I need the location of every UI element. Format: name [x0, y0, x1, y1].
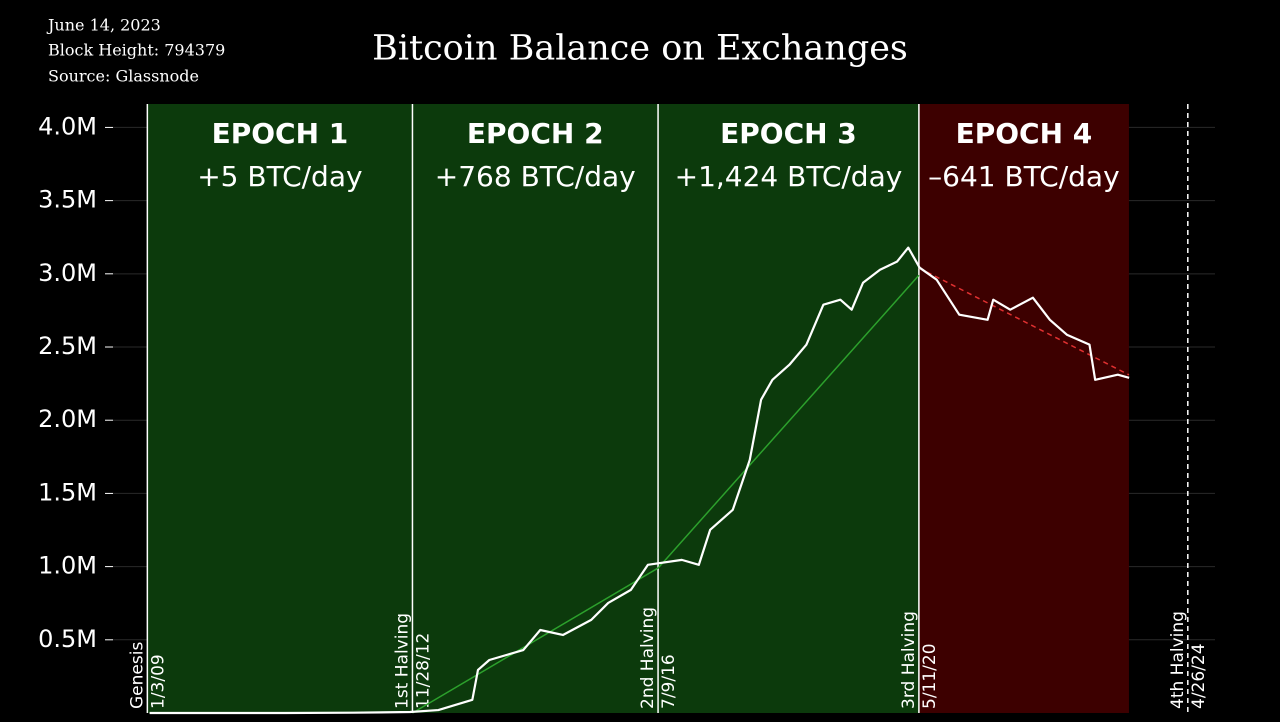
epoch-band [412, 104, 659, 713]
epoch-rate: +1,424 BTC/day [675, 160, 903, 193]
trend-line [412, 274, 920, 714]
event-date: 11/28/12 [413, 633, 433, 709]
y-tick-label: 0.5M [38, 625, 97, 653]
chart-title: Bitcoin Balance on Exchanges [372, 29, 908, 69]
note: June 14, 2023 [46, 16, 161, 35]
balance-line [149, 246, 1130, 715]
epoch-band [147, 104, 413, 713]
y-tick-label: 3.5M [38, 186, 97, 214]
y-tick-label: 2.0M [38, 405, 97, 433]
epoch-label: EPOCH 1 [212, 117, 349, 150]
note: Block Height: 794379 [48, 41, 225, 60]
y-tick-label: 2.5M [38, 332, 97, 360]
note: Source: Glassnode [48, 67, 199, 86]
y-tick-label: 4.0M [38, 112, 97, 140]
epoch-label: EPOCH 2 [467, 117, 604, 150]
event-name: 3rd Halving [899, 611, 919, 709]
event-name: 1st Halving [392, 613, 412, 709]
epoch-label: EPOCH 4 [956, 117, 1093, 150]
epoch-rate: –641 BTC/day [928, 160, 1120, 193]
event-date: 1/3/09 [148, 654, 168, 709]
event-name: 2nd Halving [638, 607, 658, 709]
trend-line [918, 267, 1130, 376]
epoch-band [658, 104, 919, 713]
event-date: 7/9/16 [659, 654, 679, 709]
event-date: 4/26/24 [1189, 643, 1209, 709]
epoch-label: EPOCH 3 [720, 117, 857, 150]
epoch-rate: +5 BTC/day [197, 160, 362, 193]
event-name: Genesis [127, 642, 147, 709]
y-tick-label: 1.0M [38, 552, 97, 580]
epoch-band [918, 104, 1129, 713]
event-date: 5/11/20 [920, 643, 940, 709]
epoch-rate: +768 BTC/day [435, 160, 636, 193]
event-name: 4th Halving [1168, 611, 1188, 709]
y-tick-label: 1.5M [38, 478, 97, 506]
y-tick-label: 3.0M [38, 259, 97, 287]
